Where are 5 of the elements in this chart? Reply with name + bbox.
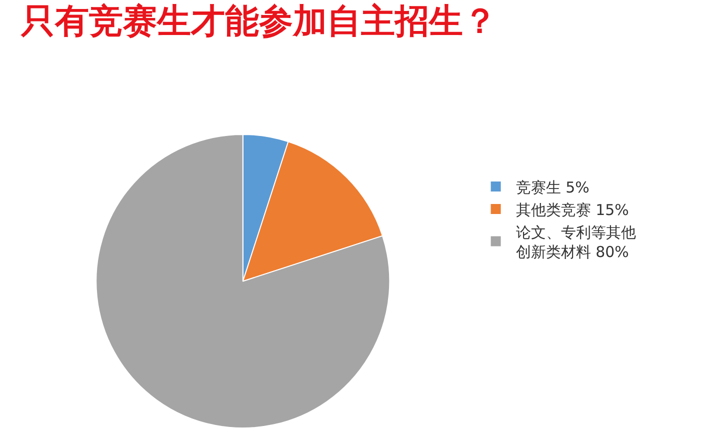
legend-label: 竞赛生 5% [516,178,590,196]
legend-label: 其他类竞赛 15% [516,200,629,219]
chart-title: 只有竞赛生才能参加自主招生？ [20,2,498,42]
legend-label: 论文、专利等其他创新类材料 80% [516,223,636,261]
pie-slice [96,134,390,428]
